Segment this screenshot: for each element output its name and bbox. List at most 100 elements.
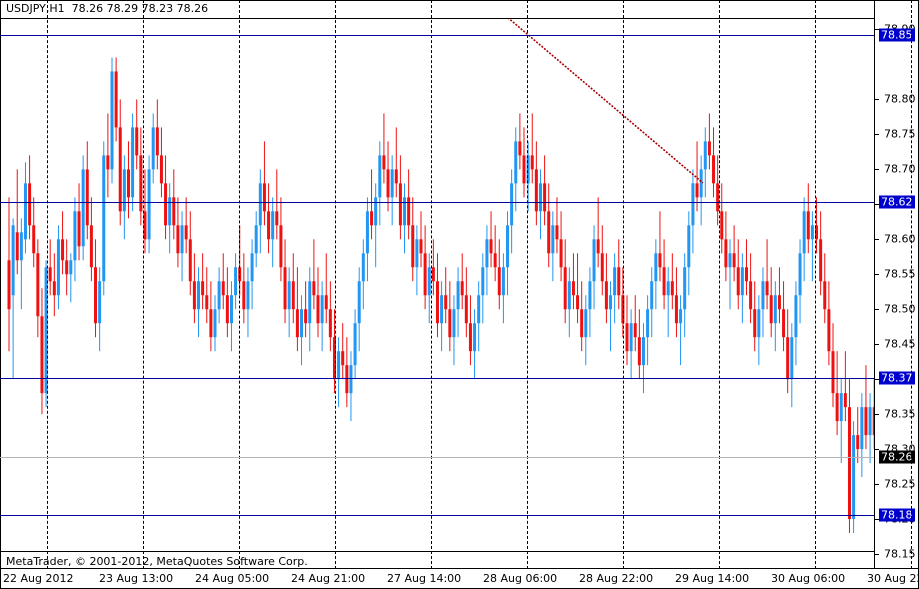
- horizontal-level-line[interactable]: [0, 378, 874, 379]
- candle-body: [155, 127, 159, 156]
- candle-body: [555, 225, 559, 240]
- candle-body: [32, 225, 36, 254]
- time-axis-separator: [0, 568, 919, 569]
- symbol-timeframe-label: USDJPY,H1: [6, 2, 65, 15]
- candle-body: [394, 169, 398, 184]
- price-tick-mark: [874, 29, 879, 31]
- candle-body: [23, 183, 27, 240]
- candle-body: [172, 197, 176, 226]
- candle-body: [773, 295, 777, 324]
- candle-body: [452, 309, 456, 338]
- price-axis-separator: [874, 0, 875, 569]
- candle-body: [267, 211, 271, 240]
- candle-body: [815, 225, 819, 240]
- candle-body: [530, 155, 534, 170]
- level-price-label[interactable]: 78.37: [879, 371, 915, 385]
- horizontal-level-line[interactable]: [0, 202, 874, 203]
- candle-body: [786, 337, 790, 380]
- candle-body: [180, 225, 184, 254]
- candle-body: [197, 281, 201, 310]
- vertical-gridline: [335, 0, 336, 569]
- candle-body: [551, 225, 555, 254]
- candle-body: [732, 253, 736, 268]
- candle-body: [176, 225, 180, 254]
- candle-body: [621, 295, 625, 324]
- chart-plot-area[interactable]: [1, 19, 874, 551]
- candle-body: [794, 295, 798, 338]
- candle-body: [753, 309, 757, 338]
- candle-body: [514, 141, 518, 184]
- candle-body: [703, 141, 707, 170]
- candle-body: [707, 141, 711, 156]
- candle-body: [77, 211, 81, 247]
- vertical-gridline: [143, 0, 144, 569]
- candle-body: [419, 239, 423, 254]
- horizontal-level-line[interactable]: [0, 515, 874, 516]
- time-tick-label: 30 Aug 06:00: [771, 572, 846, 585]
- candle-body: [716, 183, 720, 212]
- candle-body: [250, 253, 254, 282]
- candle-body: [65, 260, 69, 275]
- price-tick-mark: [874, 554, 879, 555]
- candle-body: [159, 155, 163, 184]
- candle-body: [592, 239, 596, 282]
- candle-body: [225, 295, 229, 324]
- candle-body: [324, 295, 328, 310]
- candle-body: [403, 197, 407, 226]
- candle-body: [345, 365, 349, 394]
- candle-body: [749, 281, 753, 310]
- candle-body: [695, 183, 699, 198]
- header-separator: [0, 18, 874, 19]
- candle-body: [547, 211, 551, 254]
- candle-body: [646, 309, 650, 338]
- level-price-label[interactable]: 78.18: [879, 508, 915, 522]
- candle-body: [843, 393, 847, 408]
- candle-body: [81, 169, 85, 247]
- candle-body: [654, 253, 658, 282]
- level-price-label[interactable]: 78.85: [879, 28, 915, 42]
- candle-body: [782, 309, 786, 338]
- candle-body: [382, 155, 386, 170]
- candle-body: [431, 267, 435, 282]
- time-tick-label: 24 Aug 21:00: [291, 572, 366, 585]
- candle-body: [477, 295, 481, 324]
- horizontal-level-line[interactable]: [0, 35, 874, 36]
- candle-body: [596, 239, 600, 254]
- price-tick-label: 78.15: [884, 547, 916, 561]
- candle-body: [423, 253, 427, 296]
- candle-body: [580, 309, 584, 338]
- candle-body: [835, 393, 839, 422]
- candle-body: [61, 239, 65, 261]
- candle-body: [464, 295, 468, 324]
- candle-body: [85, 169, 89, 226]
- candle-body: [761, 281, 765, 310]
- candle-body: [633, 323, 637, 338]
- candle-body: [118, 127, 122, 212]
- candle-body: [839, 393, 843, 422]
- time-tick-label: 23 Aug 13:00: [99, 572, 174, 585]
- price-tick-label: 78.55: [884, 267, 916, 281]
- candle-body: [485, 239, 489, 268]
- trendline[interactable]: [487, 19, 704, 184]
- candle-body: [777, 295, 781, 310]
- candle-body: [641, 337, 645, 366]
- candle-body: [357, 281, 361, 324]
- current-price-label[interactable]: 78.26: [879, 450, 915, 464]
- candle-body: [341, 351, 345, 366]
- candle-body: [501, 267, 505, 296]
- candle-body: [254, 225, 258, 254]
- candle-body: [279, 225, 283, 268]
- candle-body: [147, 169, 151, 240]
- candle-body: [361, 253, 365, 282]
- vertical-gridline: [815, 0, 816, 569]
- time-tick-label: 28 Aug 06:00: [483, 572, 558, 585]
- candle-body: [576, 295, 580, 310]
- candle-body: [819, 239, 823, 282]
- candle-body: [98, 281, 102, 324]
- candle-body: [584, 309, 588, 338]
- candle-body: [720, 211, 724, 240]
- price-tick-label: 78.60: [884, 232, 916, 246]
- current-price-line[interactable]: [0, 457, 874, 458]
- level-price-label[interactable]: 78.62: [879, 195, 915, 209]
- candle-body: [827, 309, 831, 352]
